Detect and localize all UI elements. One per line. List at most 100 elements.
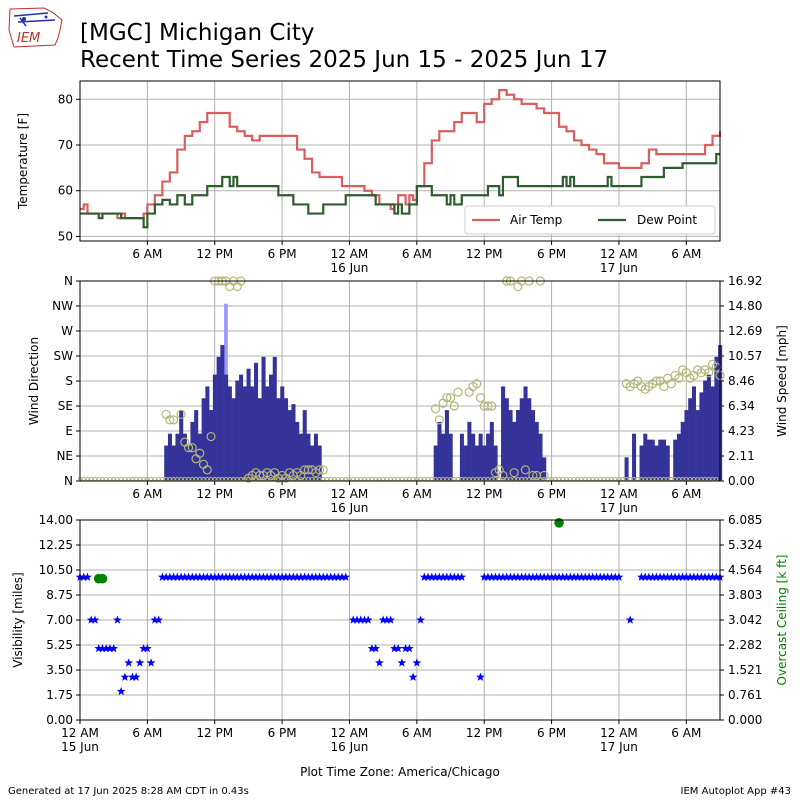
ceiling-tick-label: 1.521 [728,663,762,677]
visibility-point [569,572,579,581]
wind-speed-bar [658,439,663,481]
visibility-point [711,572,721,581]
wind-speed-bar [186,445,191,481]
visibility-point [285,572,294,581]
wind-calm-marker [425,476,431,482]
visibility-point [83,572,92,581]
wind-speed-bar [276,398,281,481]
wind-calm-marker [381,476,386,482]
wind-direction-point [674,373,684,383]
wind-direction-point [314,465,325,475]
wind-direction-point [659,381,669,392]
visibility-point [307,572,317,581]
wind-speed-bar [231,398,236,481]
wind-speed-bar [437,421,442,481]
visibility-point [378,615,388,624]
visibility-point [251,572,261,581]
visibility-point [524,572,534,581]
wind-calm-marker [392,476,397,482]
wind-speed-bar [283,398,289,481]
vis-xtick-label: 12 PM [196,726,233,740]
wind-calm-marker [571,476,577,482]
wind-xtick-label: 6 AM [402,487,432,501]
wind-calm-marker [396,476,401,482]
visibility-point [277,572,287,581]
ceiling-tick-label: 6.085 [728,513,762,527]
vis-ylabel: Visibility [miles] [11,572,25,667]
visibility-point [652,572,661,581]
wind-calm-marker [321,476,326,482]
wind-calm-marker [92,476,98,482]
visibility-point [322,572,332,581]
wind-speed-bar [665,445,670,481]
visibility-point [614,572,624,581]
visibility-point [580,572,590,581]
wind-calm-marker [122,476,128,482]
wind-calm-marker [358,476,363,482]
wind-calm-marker [351,476,356,482]
temp-ytick-label: 50 [58,229,73,243]
visibility-point [543,572,553,581]
wind-speed-bar [295,421,300,481]
visibility-point [670,572,680,581]
visibility-point [681,572,691,581]
wind-calm-marker [586,476,592,482]
visibility-point [356,615,366,624]
wind-direction-point [509,468,519,478]
wind-direction-point [195,448,205,458]
iem-logo: IEM [8,7,63,48]
wind-xtick-label: 12 PM [196,487,233,501]
wind-calm-marker [156,476,161,482]
wind-speed-bar [471,433,476,481]
wind-speed-bar [538,433,543,481]
wind-calm-marker [137,476,142,482]
temp-axes-frame [79,80,721,242]
wind-speed-bar [639,445,644,481]
wind-speed-bar [269,374,274,481]
wind-speed-bar [182,433,187,481]
x-axis-title: Plot Time Zone: America/Chicago [300,765,500,779]
wind-direction-point [232,281,242,292]
wind-speed-bar [624,457,629,481]
wind-calm-marker [590,476,595,482]
wind-speed-bar [257,398,262,481]
wind-speed-bar [272,356,277,481]
wind-dir-tick-label: NE [56,449,73,463]
visibility-point [225,572,235,581]
wind-direction-point [464,387,474,397]
visibility-point [214,572,223,581]
visibility-point [487,572,497,581]
wind-calm-marker [354,476,360,482]
temp-ytick-label: 60 [58,184,73,198]
wind-dir-tick-label: S [65,374,73,388]
ceiling-point [97,573,108,584]
visibility-point [150,615,160,624]
visibility-point [341,572,351,581]
wind-calm-marker [594,476,599,482]
wind-calm-marker [568,476,573,482]
visibility-point [393,643,403,653]
wind-direction-point [202,465,212,475]
visibility-point [180,572,190,581]
visibility-point [416,615,425,624]
vis-xtick-label: 12 AM [331,726,369,740]
vis-xtick-label: 12 PM [466,726,503,740]
visibility-point [674,572,684,581]
wind-speed-bar [164,445,169,481]
visibility-point [550,572,560,581]
visibility-point [255,572,265,581]
wind-direction-point [483,401,493,411]
visibility-point [206,572,216,581]
visibility-point [640,572,650,581]
wind-calm-marker [388,476,393,482]
wind-speed-tick-label: 8.46 [728,374,755,388]
wind-speed-bar [227,386,232,481]
wind-speed-tick-label: 6.34 [728,399,755,413]
wind-calm-marker [328,476,333,482]
wind-speed-tick-label: 2.11 [728,449,755,463]
wind-speed-bar [310,445,315,481]
wind-speed-bar [501,386,506,481]
visibility-point [491,572,500,581]
chart-title-line1: [MGC] Michigan City [80,20,315,46]
